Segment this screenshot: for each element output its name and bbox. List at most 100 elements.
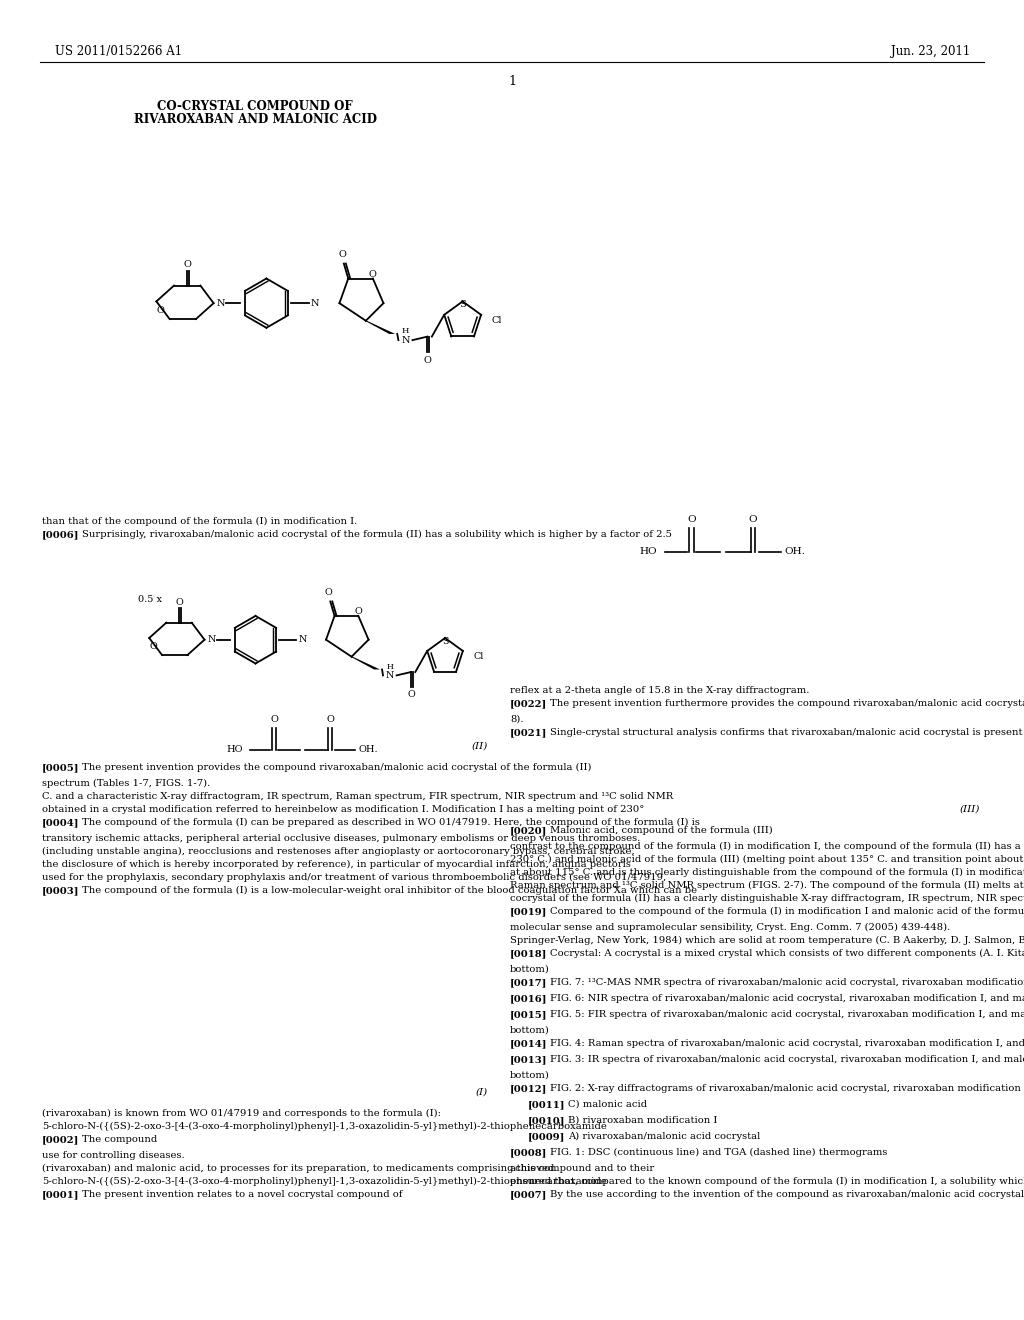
Polygon shape — [365, 321, 395, 334]
Text: obtained in a crystal modification referred to hereinbelow as modification I. Mo: obtained in a crystal modification refer… — [42, 805, 644, 814]
Text: Jun. 23, 2011: Jun. 23, 2011 — [891, 45, 970, 58]
Text: spectrum (Tables 1-7, FIGS. 1-7).: spectrum (Tables 1-7, FIGS. 1-7). — [42, 779, 210, 788]
Text: HO: HO — [640, 548, 657, 557]
Text: [0019]: [0019] — [510, 907, 548, 916]
Text: Raman spectrum and ¹³C solid NMR spectrum (FIGS. 2-7). The compound of the formu: Raman spectrum and ¹³C solid NMR spectru… — [510, 880, 1024, 890]
Text: O: O — [150, 642, 158, 651]
Text: [0007]: [0007] — [510, 1191, 548, 1199]
Text: 1: 1 — [508, 75, 516, 88]
Text: FIG. 4: Raman spectra of rivaroxaban/malonic acid cocrystal, rivaroxaban modific: FIG. 4: Raman spectra of rivaroxaban/mal… — [550, 1039, 1024, 1048]
Text: FIG. 1: DSC (continuous line) and TGA (dashed line) thermograms: FIG. 1: DSC (continuous line) and TGA (d… — [550, 1148, 888, 1158]
Text: the disclosure of which is hereby incorporated by reference), in particular of m: the disclosure of which is hereby incorp… — [42, 861, 631, 869]
Text: N: N — [208, 635, 216, 644]
Text: than that of the compound of the formula (I) in modification I.: than that of the compound of the formula… — [42, 517, 357, 527]
Text: O: O — [687, 515, 695, 524]
Text: Springer-Verlag, New York, 1984) which are solid at room temperature (C. B Aaker: Springer-Verlag, New York, 1984) which a… — [510, 936, 1024, 945]
Text: N: N — [310, 298, 319, 308]
Text: [0016]: [0016] — [510, 994, 548, 1003]
Text: O: O — [325, 589, 333, 598]
Text: Single-crystal structural analysis confirms that rivaroxaban/malonic acid cocrys: Single-crystal structural analysis confi… — [550, 729, 1024, 737]
Text: O: O — [157, 306, 165, 314]
Text: bottom): bottom) — [510, 1071, 550, 1080]
Text: The present invention provides the compound rivaroxaban/malonic acid cocrystal o: The present invention provides the compo… — [82, 763, 592, 772]
Text: O: O — [424, 356, 431, 364]
Text: 5-chloro-N-({(5S)-2-oxo-3-[4-(3-oxo-4-morpholinyl)phenyl]-1,3-oxazolidin-5-yl}me: 5-chloro-N-({(5S)-2-oxo-3-[4-(3-oxo-4-mo… — [42, 1122, 607, 1131]
Text: bottom): bottom) — [510, 1026, 550, 1035]
Text: CO-CRYSTAL COMPOUND OF: CO-CRYSTAL COMPOUND OF — [158, 100, 353, 114]
Text: OH.: OH. — [784, 548, 805, 557]
Text: [0015]: [0015] — [510, 1010, 548, 1019]
Text: cocrystal of the formula (II) has a clearly distinguishable X-ray diffractogram,: cocrystal of the formula (II) has a clea… — [510, 894, 1024, 903]
Text: [0018]: [0018] — [510, 949, 548, 958]
Text: Malonic acid, compound of the formula (III): Malonic acid, compound of the formula (I… — [550, 826, 773, 836]
Text: 5-chloro-N-({(5S)-2-oxo-3-[4-(3-oxo-4-morpholinyl)phenyl]-1,3-oxazolidin-5-yl}me: 5-chloro-N-({(5S)-2-oxo-3-[4-(3-oxo-4-mo… — [42, 1177, 607, 1187]
Text: C) malonic acid: C) malonic acid — [568, 1100, 647, 1109]
Text: (rivaroxaban) is known from WO 01/47919 and corresponds to the formula (I):: (rivaroxaban) is known from WO 01/47919 … — [42, 1109, 441, 1118]
Text: [0004]: [0004] — [42, 818, 80, 828]
Text: FIG. 5: FIR spectra of rivaroxaban/malonic acid cocrystal, rivaroxaban modificat: FIG. 5: FIR spectra of rivaroxaban/malon… — [550, 1010, 1024, 1019]
Text: [0020]: [0020] — [510, 826, 548, 836]
Text: 230° C.) and malonic acid of the formula (III) (melting point about 135° C. and : 230° C.) and malonic acid of the formula… — [510, 855, 1024, 865]
Text: O: O — [175, 598, 183, 607]
Text: O: O — [749, 515, 758, 524]
Text: O: O — [369, 269, 377, 279]
Text: B) rivaroxaban modification I: B) rivaroxaban modification I — [568, 1115, 718, 1125]
Polygon shape — [350, 657, 380, 669]
Text: Surprisingly, rivaroxaban/malonic acid cocrystal of the formula (II) has a solub: Surprisingly, rivaroxaban/malonic acid c… — [82, 531, 672, 539]
Text: O: O — [354, 607, 362, 616]
Text: (I): (I) — [476, 1088, 488, 1097]
Text: [0001]: [0001] — [42, 1191, 80, 1199]
Text: Cocrystal: A cocrystal is a mixed crystal which consists of two different compon: Cocrystal: A cocrystal is a mixed crysta… — [550, 949, 1024, 958]
Text: (III): (III) — [959, 805, 980, 814]
Text: [0021]: [0021] — [510, 729, 548, 737]
Text: O: O — [326, 715, 334, 725]
Text: [0013]: [0013] — [510, 1055, 548, 1064]
Text: O: O — [338, 251, 346, 259]
Text: RIVAROXABAN AND MALONIC ACID: RIVAROXABAN AND MALONIC ACID — [133, 114, 377, 125]
Text: H: H — [386, 663, 393, 671]
Text: C. and a characteristic X-ray diffractogram, IR spectrum, Raman spectrum, FIR sp: C. and a characteristic X-ray diffractog… — [42, 792, 673, 801]
Text: (II): (II) — [472, 742, 488, 751]
Text: Cl: Cl — [473, 652, 483, 661]
Text: (including unstable angina), reocclusions and restenoses after angioplasty or ao: (including unstable angina), reocclusion… — [42, 847, 635, 857]
Text: [0008]: [0008] — [510, 1148, 548, 1158]
Text: 0.5 x: 0.5 x — [138, 595, 162, 605]
Text: US 2011/0152266 A1: US 2011/0152266 A1 — [55, 45, 182, 58]
Text: S: S — [460, 300, 466, 309]
Text: contrast to the compound of the formula (I) in modification I, the compound of t: contrast to the compound of the formula … — [510, 842, 1024, 851]
Text: FIG. 6: NIR spectra of rivaroxaban/malonic acid cocrystal, rivaroxaban modificat: FIG. 6: NIR spectra of rivaroxaban/malon… — [550, 994, 1024, 1003]
Text: [0006]: [0006] — [42, 531, 80, 539]
Text: N: N — [298, 635, 306, 644]
Text: use for controlling diseases.: use for controlling diseases. — [42, 1151, 184, 1160]
Text: [0005]: [0005] — [42, 763, 80, 772]
Text: bottom): bottom) — [510, 965, 550, 974]
Text: [0009]: [0009] — [528, 1133, 565, 1140]
Text: HO: HO — [226, 746, 244, 755]
Text: (rivaroxaban) and malonic acid, to processes for its preparation, to medicaments: (rivaroxaban) and malonic acid, to proce… — [42, 1164, 654, 1173]
Text: The present invention furthermore provides the compound rivaroxaban/malonic acid: The present invention furthermore provid… — [550, 700, 1024, 708]
Text: H: H — [401, 327, 410, 335]
Text: [0012]: [0012] — [510, 1084, 548, 1093]
Text: molecular sense and supramolecular sensibility, Cryst. Eng. Comm. 7 (2005) 439-4: molecular sense and supramolecular sensi… — [510, 923, 950, 932]
Text: N: N — [217, 298, 225, 308]
Text: O: O — [183, 260, 191, 269]
Text: used for the prophylaxis, secondary prophylaxis and/or treatment of various thro: used for the prophylaxis, secondary prop… — [42, 873, 667, 882]
Text: OH.: OH. — [358, 746, 378, 755]
Text: [0010]: [0010] — [528, 1115, 565, 1125]
Text: O: O — [270, 715, 278, 725]
Text: [0017]: [0017] — [510, 978, 548, 987]
Text: Cl: Cl — [492, 317, 502, 325]
Text: [0011]: [0011] — [528, 1100, 565, 1109]
Text: The compound of the formula (I) is a low-molecular-weight oral inhibitor of the : The compound of the formula (I) is a low… — [82, 886, 697, 895]
Text: reflex at a 2-theta angle of 15.8 in the X-ray diffractogram.: reflex at a 2-theta angle of 15.8 in the… — [510, 686, 809, 696]
Text: [0022]: [0022] — [510, 700, 547, 708]
Text: 8).: 8). — [510, 715, 523, 723]
Text: [0003]: [0003] — [42, 886, 80, 895]
Text: The present invention relates to a novel cocrystal compound of: The present invention relates to a novel… — [82, 1191, 402, 1199]
Text: The compound of the formula (I) can be prepared as described in WO 01/47919. Her: The compound of the formula (I) can be p… — [82, 818, 699, 828]
Text: N: N — [401, 335, 410, 345]
Text: Compared to the compound of the formula (I) in modification I and malonic acid o: Compared to the compound of the formula … — [550, 907, 1024, 916]
Text: at about 115° C. and is thus clearly distinguishable from the compound of the fo: at about 115° C. and is thus clearly dis… — [510, 869, 1024, 876]
Text: FIG. 7: ¹³C-MAS NMR spectra of rivaroxaban/malonic acid cocrystal, rivaroxaban m: FIG. 7: ¹³C-MAS NMR spectra of rivaroxab… — [550, 978, 1024, 987]
Text: N: N — [386, 671, 394, 680]
